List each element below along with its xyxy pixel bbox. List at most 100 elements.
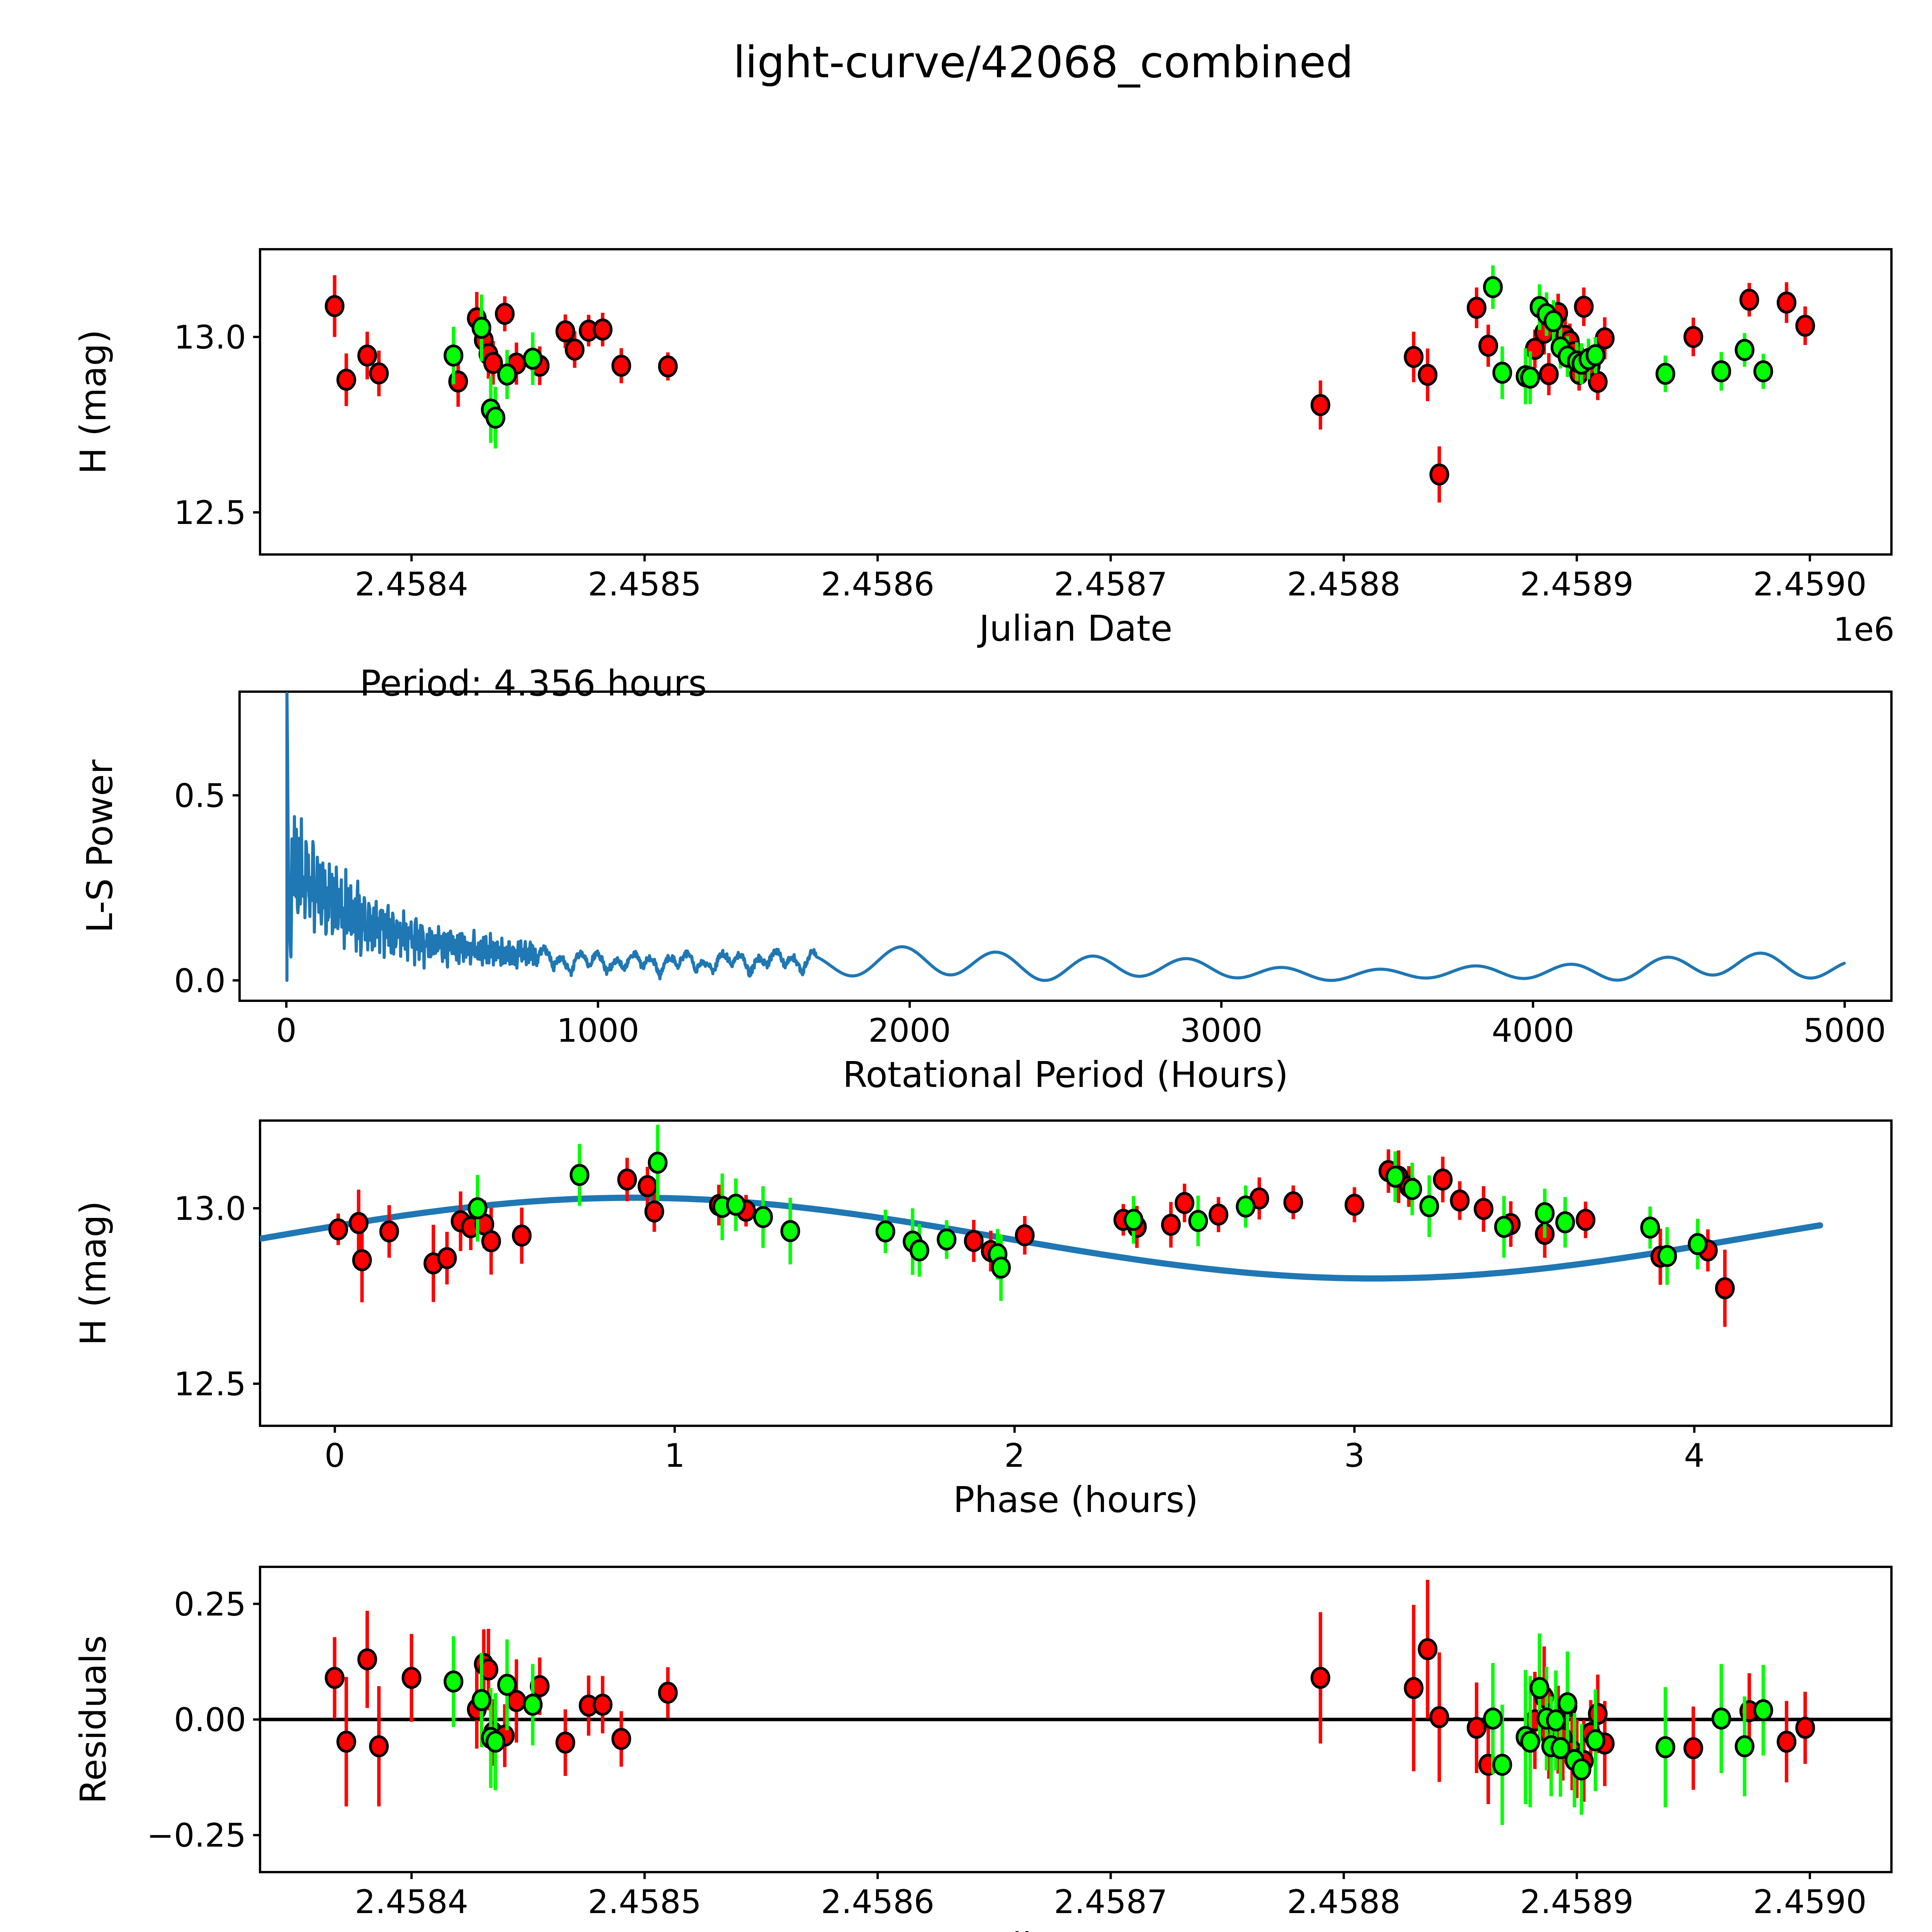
data-point-marker [1539, 363, 1559, 385]
x-tick-label: 0 [276, 1012, 296, 1049]
data-point-marker [1310, 1667, 1330, 1689]
y-axis-label: H (mag) [73, 1201, 114, 1346]
figure-title: light-curve/42068_combined [733, 37, 1354, 88]
data-point-marker [497, 1673, 517, 1696]
data-point-marker [1385, 1165, 1405, 1188]
data-point-marker [468, 1197, 488, 1219]
data-point-marker [1015, 1224, 1035, 1247]
data-point-marker [1739, 289, 1759, 311]
data-point-marker [1433, 1168, 1453, 1191]
data-point-marker [1588, 371, 1608, 393]
data-point-marker [481, 1230, 501, 1252]
data-point-marker [523, 347, 543, 370]
data-point-marker [1655, 1736, 1675, 1759]
data-point-marker [444, 344, 464, 367]
data-point-marker [485, 406, 505, 429]
y-tick-label: 0.25 [174, 1585, 246, 1623]
x-tick-label: 3 [1344, 1437, 1365, 1475]
data-point-marker [357, 1648, 377, 1670]
x-tick-label: 2.4589 [1520, 565, 1634, 603]
data-point-marker [336, 1731, 356, 1753]
data-point-marker [357, 344, 377, 367]
data-point-marker [1546, 1709, 1566, 1731]
y-tick-label: 12.5 [174, 494, 246, 532]
data-point-marker [611, 1728, 631, 1750]
data-point-marker [1483, 276, 1503, 298]
data-point-marker [648, 1151, 668, 1174]
x-tick-label: 2.4586 [821, 565, 934, 603]
data-point-marker [1571, 1758, 1592, 1781]
data-point-marker [325, 295, 345, 317]
data-point-marker [875, 1220, 895, 1243]
data-point-marker [523, 1694, 543, 1716]
data-point-marker [726, 1194, 746, 1216]
data-point-marker [593, 1694, 613, 1716]
data-point-marker [1735, 339, 1755, 361]
data-point-marker [444, 1670, 464, 1693]
data-point-marker [1558, 1692, 1578, 1714]
plot-area-lightcurve [325, 265, 1815, 503]
data-point-marker [1450, 1189, 1470, 1212]
data-point-marker [1188, 1210, 1208, 1232]
data-point-marker [325, 1667, 345, 1689]
x-tick-label: 2.4587 [1054, 565, 1168, 603]
data-point-marker [1402, 1178, 1422, 1200]
data-point-marker [495, 303, 515, 325]
y-tick-label: 0.5 [174, 777, 226, 815]
data-point-marker [1640, 1216, 1660, 1239]
x-tick-label: 2.4587 [1054, 1883, 1168, 1921]
plot-area-periodogram [285, 692, 1846, 982]
data-point-marker [1474, 1198, 1493, 1220]
data-point-marker [379, 1220, 399, 1243]
data-point-marker [1715, 1277, 1735, 1299]
data-point-marker [1520, 1731, 1540, 1753]
data-point-marker [1529, 1677, 1549, 1699]
data-point-marker [471, 316, 492, 339]
series-red [328, 1149, 1735, 1327]
panel-lightcurve: 2.4584 2.4585 2.4586 2.4587 2.4588 2.4589 2.45… [73, 248, 1895, 649]
data-point-marker [1418, 364, 1438, 386]
y-axis-label: H (mag) [73, 330, 114, 474]
data-point-marker [1795, 1717, 1815, 1739]
series-green [444, 1633, 1773, 1825]
x-tick-label: 3000 [1180, 1012, 1263, 1049]
data-point-marker [1683, 1737, 1703, 1759]
data-point-marker [1588, 1703, 1608, 1725]
data-point-marker [1429, 1706, 1449, 1728]
y-axis-label: Residuals [73, 1635, 114, 1804]
data-point-marker [570, 1164, 590, 1186]
data-point-marker [497, 363, 517, 386]
y-tick-label: 13.0 [174, 318, 246, 356]
plot-area-phasefold [260, 1124, 1823, 1327]
data-point-marker [1520, 366, 1540, 389]
data-point-marker [1711, 1708, 1731, 1730]
x-tick-label: 0 [325, 1437, 345, 1475]
data-point-marker [964, 1230, 984, 1252]
plot-frame-periodogram [238, 690, 1893, 1002]
data-point-marker [1283, 1191, 1303, 1214]
data-point-marker [1124, 1209, 1143, 1231]
x-tick-label: 5000 [1803, 1012, 1886, 1049]
data-point-marker [1535, 1202, 1555, 1225]
data-point-marker [1494, 1216, 1514, 1238]
data-point-marker [485, 1731, 505, 1753]
data-point-marker [1551, 1737, 1570, 1759]
data-point-marker [1419, 1195, 1439, 1218]
data-point-marker [352, 1249, 372, 1271]
data-point-marker [1711, 360, 1731, 383]
periodogram-curve [285, 692, 1846, 982]
data-point-marker [1161, 1214, 1181, 1236]
data-point-marker [1543, 310, 1563, 332]
x-tick-label: 4 [1684, 1437, 1704, 1475]
data-point-marker [1555, 1211, 1575, 1233]
x-tick-label: 1 [664, 1437, 685, 1475]
x-tick-label: 1000 [557, 1012, 639, 1049]
data-point-marker [1585, 1729, 1605, 1752]
data-point-marker [753, 1206, 773, 1228]
data-point-marker [611, 355, 631, 377]
data-point-marker [1478, 335, 1498, 357]
data-point-marker [369, 362, 389, 384]
panel-group: 2.4584 2.4585 2.4586 2.4587 2.4588 2.4589 2.45… [73, 248, 1895, 1932]
